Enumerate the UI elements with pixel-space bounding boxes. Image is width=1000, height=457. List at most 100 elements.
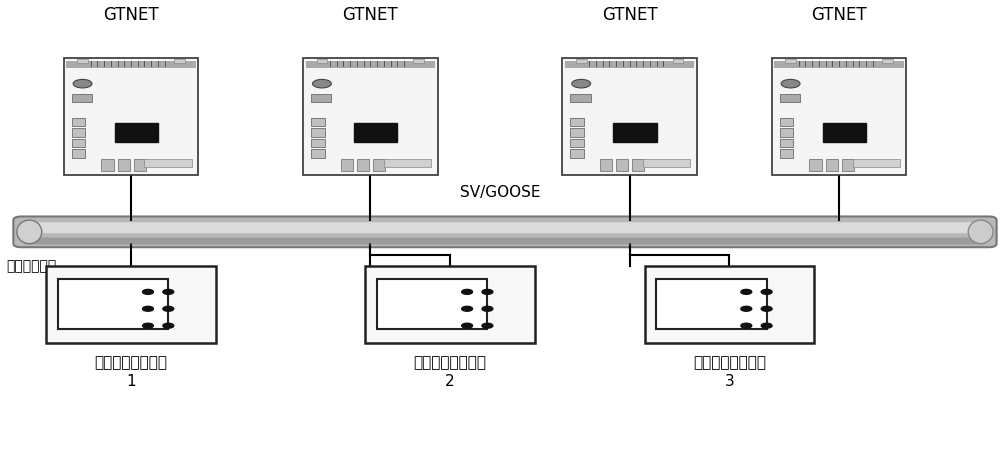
Bar xyxy=(562,58,697,175)
Circle shape xyxy=(462,323,473,328)
FancyBboxPatch shape xyxy=(23,222,987,233)
Bar xyxy=(853,159,900,167)
Circle shape xyxy=(143,289,153,294)
Bar xyxy=(373,159,385,170)
Circle shape xyxy=(312,80,331,88)
FancyBboxPatch shape xyxy=(13,217,997,247)
Bar xyxy=(46,266,216,343)
Ellipse shape xyxy=(968,220,993,244)
Circle shape xyxy=(143,323,153,328)
Bar xyxy=(365,266,535,343)
Bar xyxy=(72,139,85,147)
Bar xyxy=(780,128,793,137)
Bar xyxy=(64,58,198,175)
Bar xyxy=(809,159,822,170)
Circle shape xyxy=(761,323,772,328)
Text: 安全稳定控制系统: 安全稳定控制系统 xyxy=(414,356,487,371)
Bar xyxy=(66,61,196,69)
Bar xyxy=(780,149,793,158)
Circle shape xyxy=(572,80,591,88)
Circle shape xyxy=(482,306,493,311)
Text: GTNET: GTNET xyxy=(811,6,867,24)
Text: GTNET: GTNET xyxy=(103,6,159,24)
Bar xyxy=(616,159,628,170)
Bar xyxy=(174,58,185,64)
Circle shape xyxy=(482,323,493,328)
Text: 2: 2 xyxy=(445,373,455,388)
Bar xyxy=(413,58,424,64)
Text: 过程层交换机: 过程层交换机 xyxy=(6,259,57,273)
Bar xyxy=(570,139,584,147)
Text: 安全稳定控制系统: 安全稳定控制系统 xyxy=(693,356,766,371)
Bar xyxy=(303,58,438,175)
Bar xyxy=(58,279,168,329)
Bar xyxy=(134,159,146,170)
Bar xyxy=(72,118,85,126)
Bar xyxy=(72,149,85,158)
Circle shape xyxy=(163,289,174,294)
Circle shape xyxy=(761,289,772,294)
Bar xyxy=(772,58,906,175)
Bar xyxy=(311,94,331,102)
Bar xyxy=(673,58,683,64)
Bar xyxy=(570,128,584,137)
Bar xyxy=(377,279,487,329)
Bar xyxy=(565,61,694,69)
Text: 1: 1 xyxy=(126,373,136,388)
Bar xyxy=(570,149,584,158)
Circle shape xyxy=(741,323,752,328)
Text: SV/GOOSE: SV/GOOSE xyxy=(460,185,540,200)
Circle shape xyxy=(482,289,493,294)
Circle shape xyxy=(163,323,174,328)
Bar xyxy=(306,61,435,69)
Bar xyxy=(311,118,325,126)
Circle shape xyxy=(163,306,174,311)
Bar xyxy=(72,128,85,137)
Circle shape xyxy=(462,289,473,294)
Bar xyxy=(632,159,644,170)
Bar xyxy=(311,128,325,137)
Circle shape xyxy=(761,306,772,311)
Circle shape xyxy=(741,306,752,311)
Bar xyxy=(341,159,353,170)
Circle shape xyxy=(462,306,473,311)
Bar xyxy=(656,279,767,329)
Bar xyxy=(570,118,584,126)
Bar xyxy=(570,94,591,102)
Bar xyxy=(311,149,325,158)
Text: GTNET: GTNET xyxy=(343,6,398,24)
Bar xyxy=(77,58,88,64)
Circle shape xyxy=(73,80,92,88)
Bar xyxy=(643,159,690,167)
Bar xyxy=(384,159,431,167)
Bar xyxy=(354,123,397,143)
Text: 安全稳定控制系统: 安全稳定控制系统 xyxy=(95,356,168,371)
Bar xyxy=(780,94,800,102)
Bar xyxy=(311,139,325,147)
Ellipse shape xyxy=(17,220,42,244)
Bar xyxy=(882,58,893,64)
Bar xyxy=(115,123,158,143)
Bar xyxy=(780,139,793,147)
Bar xyxy=(101,159,114,170)
Bar xyxy=(645,266,814,343)
Circle shape xyxy=(781,80,800,88)
Bar xyxy=(780,118,793,126)
Bar xyxy=(774,61,904,69)
Bar xyxy=(826,159,838,170)
Circle shape xyxy=(741,289,752,294)
Bar xyxy=(144,159,192,167)
Bar xyxy=(785,58,796,64)
Bar xyxy=(823,123,866,143)
Text: 3: 3 xyxy=(724,373,734,388)
Text: GTNET: GTNET xyxy=(602,6,657,24)
Bar xyxy=(118,159,130,170)
Bar xyxy=(842,159,854,170)
Bar xyxy=(576,58,587,64)
FancyBboxPatch shape xyxy=(24,238,986,244)
Bar xyxy=(72,94,92,102)
Bar xyxy=(317,58,327,64)
Bar xyxy=(357,159,369,170)
Bar xyxy=(613,123,657,143)
Bar xyxy=(600,159,612,170)
